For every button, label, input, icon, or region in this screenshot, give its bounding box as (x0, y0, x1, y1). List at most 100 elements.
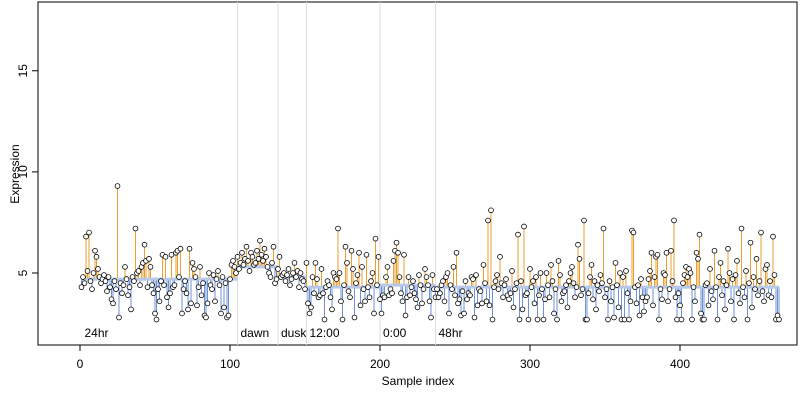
point (542, 296, 548, 303)
point (372, 235, 379, 242)
point (213, 276, 220, 282)
point (245, 258, 251, 264)
point (735, 290, 742, 297)
point (111, 278, 118, 284)
point (410, 278, 416, 284)
point (644, 294, 650, 301)
point (131, 278, 137, 284)
point (524, 290, 530, 297)
point (119, 290, 125, 297)
point (261, 245, 268, 252)
point (413, 296, 419, 303)
point (584, 316, 590, 323)
point (758, 229, 764, 236)
point (366, 294, 373, 301)
point (719, 292, 725, 299)
point (206, 270, 212, 276)
point (536, 292, 542, 299)
point (606, 278, 613, 284)
point (255, 256, 262, 262)
point (390, 258, 397, 264)
point (698, 310, 704, 317)
point (116, 314, 122, 321)
point (755, 292, 761, 299)
point (297, 270, 304, 276)
phase-label: dawn (241, 326, 270, 340)
point (86, 229, 92, 236)
point (693, 249, 700, 256)
point (558, 298, 565, 305)
point (149, 282, 155, 288)
point (543, 270, 550, 276)
point (365, 284, 371, 290)
point (635, 282, 641, 288)
point (744, 316, 751, 323)
point (329, 306, 335, 313)
point (362, 298, 368, 305)
point (246, 268, 253, 274)
point (666, 286, 673, 292)
point (126, 284, 133, 290)
point (767, 278, 773, 284)
point (753, 256, 760, 262)
point (578, 292, 584, 299)
point (725, 245, 731, 252)
point (554, 316, 560, 323)
point (519, 306, 526, 313)
point (348, 247, 355, 254)
point (551, 310, 557, 317)
point (461, 310, 467, 317)
point (492, 278, 499, 284)
phase-label: 48hr (439, 326, 463, 340)
plot-frame (37, 1, 798, 346)
point (371, 310, 377, 317)
point (393, 239, 400, 246)
point (689, 316, 695, 323)
point (273, 276, 280, 282)
point (696, 231, 703, 238)
point (701, 316, 707, 323)
x-axis-label: Sample index (382, 374, 455, 388)
point (216, 282, 223, 288)
point (416, 272, 422, 278)
point (381, 294, 388, 301)
phase-label: 24hr (85, 326, 109, 340)
point (368, 278, 374, 284)
point (707, 266, 713, 272)
point (104, 288, 110, 295)
point (557, 272, 563, 278)
point (488, 207, 494, 214)
point (171, 282, 178, 288)
point (710, 296, 716, 303)
point (449, 286, 455, 292)
point (545, 282, 551, 288)
point (210, 272, 217, 278)
y-tick-label: 10 (16, 165, 30, 179)
point (183, 290, 190, 297)
point (212, 298, 218, 305)
point (555, 258, 562, 264)
point (717, 260, 724, 266)
point (579, 286, 586, 292)
point (593, 306, 599, 313)
point (158, 278, 164, 284)
point (729, 276, 736, 282)
point (89, 286, 95, 292)
point (234, 254, 241, 260)
point (479, 300, 485, 307)
point (107, 284, 113, 290)
point (312, 260, 319, 266)
point (162, 254, 169, 260)
point (327, 294, 334, 301)
point (423, 274, 430, 280)
point (90, 270, 97, 276)
point (263, 254, 269, 260)
point (308, 304, 314, 311)
point (428, 314, 434, 321)
point (378, 310, 385, 317)
point (198, 292, 205, 299)
point (176, 274, 182, 280)
point (113, 286, 119, 292)
point (326, 282, 332, 288)
point (677, 302, 683, 309)
